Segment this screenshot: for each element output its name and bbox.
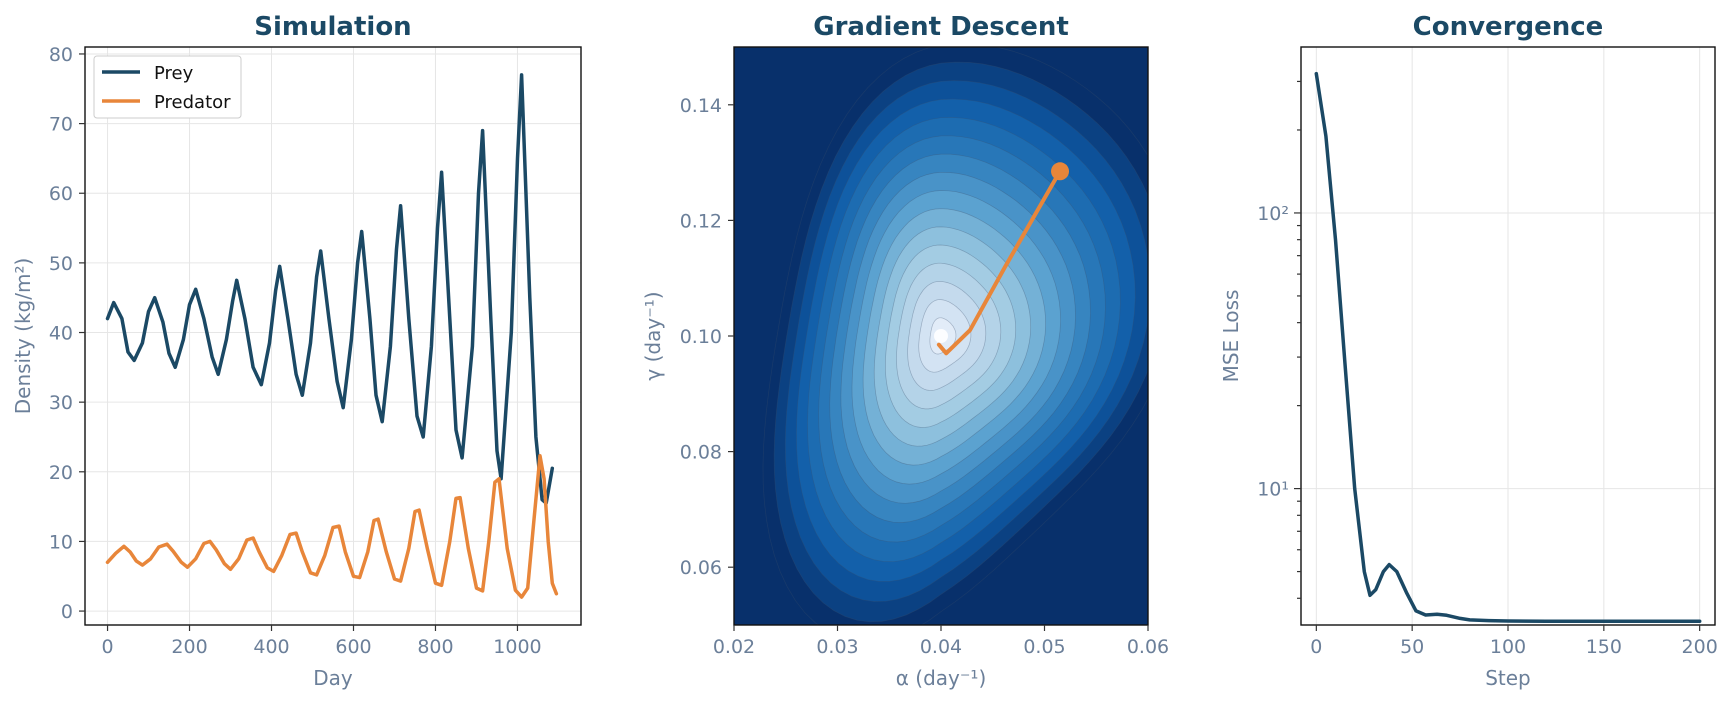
simulation-series <box>105 73 559 599</box>
x-tick-label: 0 <box>1310 636 1322 658</box>
y-tick-label: 20 <box>49 462 73 484</box>
convergence-ticks: 0 50 100 150 200 10¹ 10² <box>1257 80 1718 658</box>
y-tick-label: 10² <box>1257 203 1289 225</box>
simulation-legend: Prey Predator <box>93 55 242 119</box>
y-tick-label: 50 <box>49 253 73 275</box>
simulation-frame <box>84 46 582 626</box>
x-tick-label: 0.02 <box>713 636 755 658</box>
y-tick-label: 0.12 <box>680 210 722 232</box>
x-tick-label: 0 <box>101 636 113 658</box>
descent-start-point <box>1051 162 1070 181</box>
convergence-x-axis-label: Step <box>1485 666 1531 690</box>
x-tick-label: 100 <box>1490 636 1526 658</box>
legend-label-prey: Prey <box>154 63 194 84</box>
y-tick-label: 40 <box>49 323 73 345</box>
descent-path-line <box>936 169 1062 356</box>
loss-curve <box>1314 71 1702 624</box>
y-tick-label: 10¹ <box>1257 479 1289 501</box>
x-tick-label: 600 <box>335 636 371 658</box>
y-tick-label: 10 <box>49 531 73 553</box>
series-line-predator <box>105 454 559 599</box>
x-tick-label: 50 <box>1400 636 1424 658</box>
y-tick-label: 0.08 <box>680 442 722 464</box>
y-tick-label: 0 <box>61 601 73 623</box>
gradient-descent-ticks: 0.02 0.03 0.04 0.05 0.06 0.06 0.08 0.10 0.12 0.14 <box>680 95 1169 658</box>
descent-path <box>936 162 1070 356</box>
x-tick-label: 400 <box>253 636 289 658</box>
simulation-y-axis-label: Density (kg/m²) <box>11 258 35 415</box>
y-tick-label: 80 <box>49 44 73 66</box>
convergence-panel: Convergence 0 50 100 150 200 10¹ 10² Step MSE … <box>1219 12 1718 690</box>
gradient-descent-title: Gradient Descent <box>813 12 1069 42</box>
simulation-panel: Simulation 0 200 400 600 800 1000 0 10 20 30 40 50 6… <box>11 12 582 690</box>
y-tick-label: 0.06 <box>680 557 722 579</box>
series-line-prey <box>105 73 555 505</box>
minimum-marker <box>934 329 948 343</box>
legend-label-predator: Predator <box>154 92 231 113</box>
y-tick-label: 0.14 <box>680 95 722 117</box>
y-tick-label: 60 <box>49 183 73 205</box>
convergence-series <box>1314 71 1702 624</box>
convergence-title: Convergence <box>1413 12 1604 42</box>
gradient-descent-x-axis-label: α (day⁻¹) <box>896 666 987 690</box>
x-tick-label: 0.03 <box>816 636 858 658</box>
simulation-ticks: 0 200 400 600 800 1000 0 10 20 30 40 50 60 70 80 <box>49 44 542 658</box>
x-tick-label: 0.04 <box>920 636 962 658</box>
y-tick-label: 0.10 <box>680 326 722 348</box>
convergence-grid <box>1301 47 1715 625</box>
loss-contours <box>734 47 1148 625</box>
x-tick-label: 150 <box>1586 636 1622 658</box>
gradient-descent-y-axis-label: γ (day⁻¹) <box>641 291 665 380</box>
x-tick-label: 1000 <box>493 636 541 658</box>
x-tick-label: 200 <box>171 636 207 658</box>
x-tick-label: 0.06 <box>1127 636 1169 658</box>
y-tick-label: 30 <box>49 392 73 414</box>
simulation-title: Simulation <box>254 12 411 42</box>
x-tick-label: 800 <box>417 636 453 658</box>
gradient-descent-panel: Gradient Descent 0.02 0.03 0.04 0.05 0.060.0… <box>641 12 1169 690</box>
convergence-y-axis-label: MSE Loss <box>1219 290 1243 383</box>
x-tick-label: 200 <box>1682 636 1718 658</box>
simulation-x-axis-label: Day <box>313 666 353 690</box>
y-tick-label: 70 <box>49 114 73 136</box>
x-tick-label: 0.05 <box>1023 636 1065 658</box>
